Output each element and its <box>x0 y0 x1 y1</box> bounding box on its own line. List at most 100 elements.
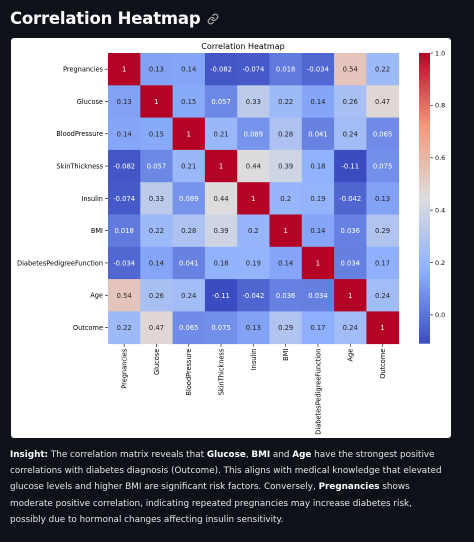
heatmap-cell-label: 0.2 <box>248 227 259 235</box>
heatmap-cell-label: 0.14 <box>310 227 325 235</box>
heatmap-cell-label: 0.065 <box>179 324 198 332</box>
heatmap-cell-label: 0.041 <box>179 259 198 267</box>
heatmap-cell <box>269 182 303 215</box>
heatmap-cell <box>366 117 400 151</box>
heatmap-cell <box>172 53 206 86</box>
heatmap-cell <box>108 53 141 86</box>
heatmap-cell <box>334 85 367 118</box>
row-tick-label: SkinThickness <box>56 162 103 170</box>
heatmap-cell <box>301 246 335 280</box>
heatmap-cell <box>301 85 335 118</box>
heatmap-cell <box>334 182 367 215</box>
heatmap-cell <box>366 279 400 312</box>
heatmap-cell-label: 0.041 <box>308 130 327 138</box>
heatmap-cell <box>237 214 270 248</box>
heatmap-cell-label: 0.13 <box>375 195 390 203</box>
heatmap-cell <box>366 85 400 118</box>
link-icon[interactable] <box>207 13 219 25</box>
colorbar-tick-label: 1.0 <box>435 49 445 57</box>
heatmap-cell <box>204 182 238 215</box>
insight-bold-glucose: Glucose <box>206 450 246 460</box>
heatmap-cell <box>366 246 400 280</box>
heatmap-cell-label: 0.54 <box>343 66 358 74</box>
heatmap-cell <box>108 311 141 345</box>
heatmap-cell <box>204 246 238 280</box>
heatmap-cell <box>237 53 270 86</box>
heatmap-cell <box>301 214 335 248</box>
heatmap-cell-label: -0.034 <box>307 66 329 74</box>
heatmap-cell-label: 0.018 <box>114 227 133 235</box>
row-tick-labels: Pregnancies Glucose BloodPressure SkinThick… <box>17 66 108 332</box>
heatmap-cell-label: 0.24 <box>181 292 196 300</box>
colorbar <box>419 53 430 344</box>
heatmap-cell <box>140 214 173 248</box>
heatmap-cell-label: 0.089 <box>179 195 198 203</box>
column-tick-label: BMI <box>282 349 290 361</box>
heatmap-cell-label: 0.018 <box>276 66 295 74</box>
heatmap-cell-label: 0.034 <box>308 292 327 300</box>
heatmap-cell-label: 0.036 <box>341 227 360 235</box>
heatmap-cell-label: 0.14 <box>117 130 132 138</box>
page-title: Correlation Heatmap <box>10 8 201 28</box>
heatmap-cell <box>172 182 206 215</box>
heatmap-cell <box>269 214 303 248</box>
heatmap-cell <box>140 149 173 183</box>
heatmap-cell-label: 0.22 <box>149 227 164 235</box>
column-tick-label: BloodPressure <box>185 349 193 396</box>
heatmap-cell <box>172 279 206 312</box>
heatmap-cell <box>334 214 367 248</box>
heatmap-cell-label: 0.075 <box>373 163 392 171</box>
heatmap-cell <box>140 85 173 118</box>
heatmap-cell <box>140 311 173 345</box>
row-tick-label: DiabetesPedigreeFunction <box>17 259 103 267</box>
row-tick-label: BloodPressure <box>56 130 103 138</box>
heatmap-chart: Correlation Heatmap 1 0.13 0.14 -0.082 -0.07… <box>17 42 445 435</box>
heatmap-cell <box>301 279 335 312</box>
heatmap-cell <box>301 53 335 86</box>
heatmap-cell-label: 0.13 <box>117 98 132 106</box>
heatmap-cell <box>269 246 303 280</box>
heatmap-cell-label: 0.26 <box>343 98 358 106</box>
row-tick-label: Outcome <box>73 324 103 332</box>
heatmap-cell <box>204 279 238 312</box>
column-tick-label: SkinThickness <box>217 348 225 395</box>
heatmap-cell-label: 0.18 <box>310 163 325 171</box>
heatmap-cell <box>204 117 238 151</box>
heatmap-cell <box>140 53 173 86</box>
heatmap-cell-label: 0.18 <box>213 259 228 267</box>
column-tick-label: Outcome <box>379 349 387 379</box>
colorbar-tick-label: 0.8 <box>435 102 445 110</box>
heatmap-cell-label: -0.11 <box>212 292 230 300</box>
heatmap-cell <box>108 117 141 151</box>
heatmap-cell <box>140 117 173 151</box>
heatmap-cell-label: 0.075 <box>211 324 230 332</box>
heatmap-cell <box>172 85 206 118</box>
heatmap-cell-label: 0.17 <box>375 259 390 267</box>
heatmap-cell-label: 0.17 <box>310 324 325 332</box>
insight-text-4: have the strongest positive correlations… <box>10 450 442 493</box>
heatmap-cell <box>237 246 270 280</box>
heatmap-cell-label: 0.24 <box>343 130 358 138</box>
heatmap-cell-label: 0.15 <box>149 130 164 138</box>
heatmap-cell-label: 0.089 <box>244 130 263 138</box>
heatmap-cell <box>204 311 238 345</box>
heatmap-cell-label: 1 <box>316 259 320 267</box>
heatmap-cell-label: 1 <box>154 98 158 106</box>
insight-text-3: and <box>270 450 293 460</box>
heatmap-cell-label: 0.14 <box>181 66 196 74</box>
heatmap-cell <box>269 53 303 86</box>
heatmap-cell <box>204 85 238 118</box>
heatmap-cell <box>334 279 367 312</box>
heatmap-cell-label: -0.042 <box>339 195 361 203</box>
heatmap-cell-label: 0.47 <box>375 98 390 106</box>
heatmap-cell-label: 0.13 <box>246 324 261 332</box>
heatmap-cell-label: 0.47 <box>149 324 164 332</box>
heatmap-cell-label: 1 <box>122 66 126 74</box>
insight-text-1: The correlation matrix reveals that <box>48 450 207 460</box>
heatmap-cell <box>140 246 173 280</box>
heatmap-cell-label: 0.15 <box>181 98 196 106</box>
heatmap-cell-label: 0.33 <box>246 98 261 106</box>
heatmap-cell-label: 0.065 <box>373 130 392 138</box>
heatmap-cell-label: 0.28 <box>181 227 196 235</box>
heatmap-cell <box>204 149 238 183</box>
